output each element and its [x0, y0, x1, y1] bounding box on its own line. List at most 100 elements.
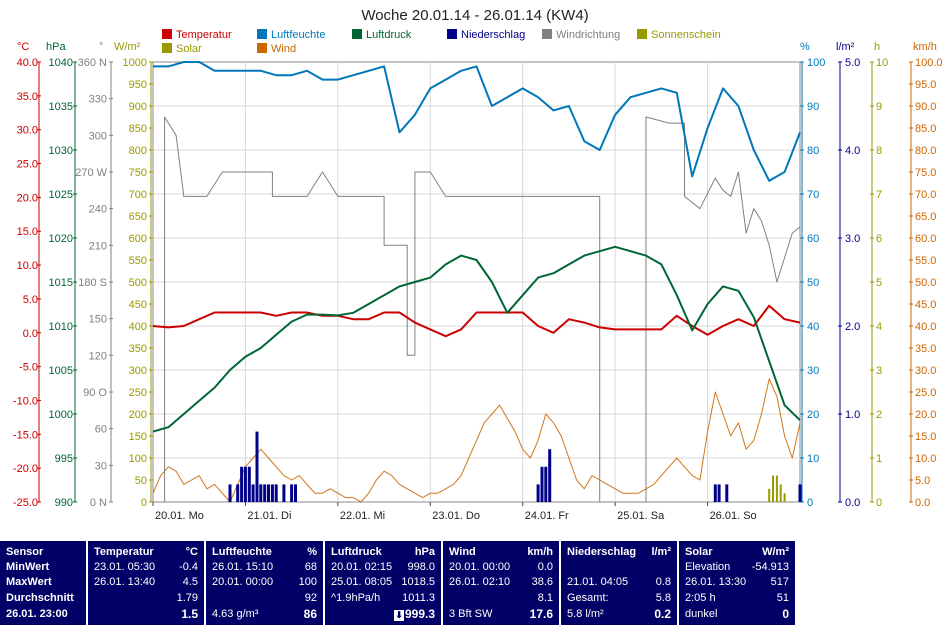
hum-unit: %: [800, 41, 810, 53]
hum-tick-label: 30: [807, 365, 819, 377]
press-avg: 1011.3: [402, 592, 435, 604]
rain-tick-label: 5.0: [845, 57, 860, 69]
x-tick-label: 23.01. Do: [432, 510, 480, 522]
dir-unit: °: [99, 41, 103, 53]
current-time: 26.01. 23:00: [6, 608, 68, 620]
hum-header: Luftfeuchte: [212, 546, 272, 558]
rain-unit: l/m²: [836, 41, 855, 53]
sun-tick-label: 4: [876, 321, 882, 333]
dir-tick-label: 300: [89, 130, 107, 142]
press-tick-label: 1035: [49, 101, 73, 113]
wind-tick-label: 10.0: [915, 453, 936, 465]
solar-tick-label: 350: [129, 343, 147, 355]
hum-max: 100: [298, 576, 317, 588]
series-niederschlag: [228, 431, 802, 502]
hum-tick-label: 20: [807, 409, 819, 421]
temp-tick-label: -10.0: [13, 395, 38, 407]
hum-tick-label: 10: [807, 453, 819, 465]
x-tick-label: 26.01. So: [710, 510, 757, 522]
dir-tick-label: 30: [95, 460, 107, 472]
wind-tick-label: 90.0: [915, 101, 936, 113]
niederschlag-bar: [290, 484, 294, 502]
dark-label: dunkel: [685, 608, 718, 620]
col-luftfeuchte: Luftfeuchte% 26.01. 15:10 68 20.01. 00:00…: [206, 541, 323, 625]
sonnenschein-bar: [779, 484, 782, 502]
wind-tick-label: 65.0: [915, 211, 936, 223]
dir-tick-label: 150: [89, 314, 107, 326]
grid: [152, 61, 801, 503]
sun-tick-label: 9: [876, 101, 882, 113]
press-tick-label: 1020: [49, 233, 73, 245]
x-tick-label: 24.01. Fr: [525, 510, 569, 522]
sun-tick-label: 3: [876, 365, 882, 377]
temp-tick-label: -25.0: [13, 497, 38, 509]
wind-avg: 8.1: [537, 592, 553, 604]
sonnenschein-bar: [783, 493, 786, 502]
niederschlag-bar: [247, 466, 251, 502]
wind-tick-label: 45.0: [915, 299, 936, 311]
temp-max: 4.5: [182, 576, 198, 588]
temp-tick-label: 30.0: [17, 125, 38, 137]
press-down-arrow-icon: ⬇: [394, 610, 404, 621]
legend: Temperatur Luftfeuchte Luftdruck Niederschl…: [162, 29, 721, 55]
solar-tick-label: 300: [129, 365, 147, 377]
minwert-label: MinWert: [6, 561, 50, 573]
rain-total-label: Gesamt:: [567, 592, 609, 604]
rain-header: Niederschlag: [567, 546, 637, 558]
wind-tick-label: 50.0: [915, 277, 936, 289]
niederschlag-bar: [240, 466, 244, 502]
press-tick-label: 1030: [49, 145, 73, 157]
niederschlag-bar: [263, 484, 267, 502]
sonnenschein-bar: [768, 488, 771, 502]
wind-tick-label: 5.0: [915, 475, 930, 487]
solar-tick-label: 800: [129, 145, 147, 157]
dir-tick-label: 0 N: [90, 497, 107, 509]
press-tick-label: 990: [55, 497, 73, 509]
series-sonnenschein: [768, 475, 786, 502]
niederschlag-bar: [717, 484, 721, 502]
legend-label: Luftdruck: [366, 29, 412, 41]
wind-tick-label: 15.0: [915, 431, 936, 443]
rain-tick-label: 3.0: [845, 233, 860, 245]
sun-tick-label: 7: [876, 189, 882, 201]
press-unit: hPa: [414, 546, 435, 558]
solar-unit: W/m²: [762, 546, 789, 558]
niederschlag-bar: [536, 484, 540, 502]
temp-tick-label: 0.0: [23, 328, 38, 340]
wind-tick-label: 95.0: [915, 79, 936, 91]
series-luftdruck: [152, 245, 801, 433]
legend-swatch: [257, 29, 267, 39]
solar-tick-label: 250: [129, 387, 147, 399]
sun-tick-label: 5: [876, 277, 882, 289]
press-tick-label: 1015: [49, 277, 73, 289]
sun-tick-label: 2: [876, 409, 882, 421]
wind-tick-label: 55.0: [915, 255, 936, 267]
rain-tick-label: 0.0: [845, 497, 860, 509]
press-unit: hPa: [46, 41, 66, 53]
niederschlag-bar: [243, 466, 247, 502]
rain-unit: l/m²: [651, 546, 671, 558]
solar-header: Solar: [685, 546, 713, 558]
sonnenschein-bar: [772, 475, 774, 502]
niederschlag-bar: [713, 484, 717, 502]
press-current-value: 999.3: [404, 607, 435, 621]
wind-tick-label: 60.0: [915, 233, 936, 245]
wind-tick-label: 35.0: [915, 343, 936, 355]
temp-max-date: 26.01. 13:40: [94, 576, 156, 588]
sensor-header: Sensor: [6, 546, 44, 558]
press-max-date: 25.01. 08:05: [331, 576, 393, 588]
legend-swatch: [162, 43, 172, 53]
temp-tick-label: 20.0: [17, 192, 38, 204]
rain-current-label: 5.8 l/m²: [567, 608, 604, 620]
plot-area: [152, 61, 802, 503]
maxwert-label: MaxWert: [6, 576, 52, 588]
solar-tick-label: 500: [129, 277, 147, 289]
wind-tick-label: 0.0: [915, 497, 930, 509]
temp-tick-label: 15.0: [17, 226, 38, 238]
sunshine-value: 51: [776, 592, 789, 604]
dir-tick-label: 180 S: [78, 277, 107, 289]
wind-max: 38.6: [531, 576, 553, 588]
solar-elev: -54.913: [751, 561, 789, 573]
legend-label: Sonnenschein: [651, 29, 721, 41]
wind-tick-label: 20.0: [915, 409, 936, 421]
